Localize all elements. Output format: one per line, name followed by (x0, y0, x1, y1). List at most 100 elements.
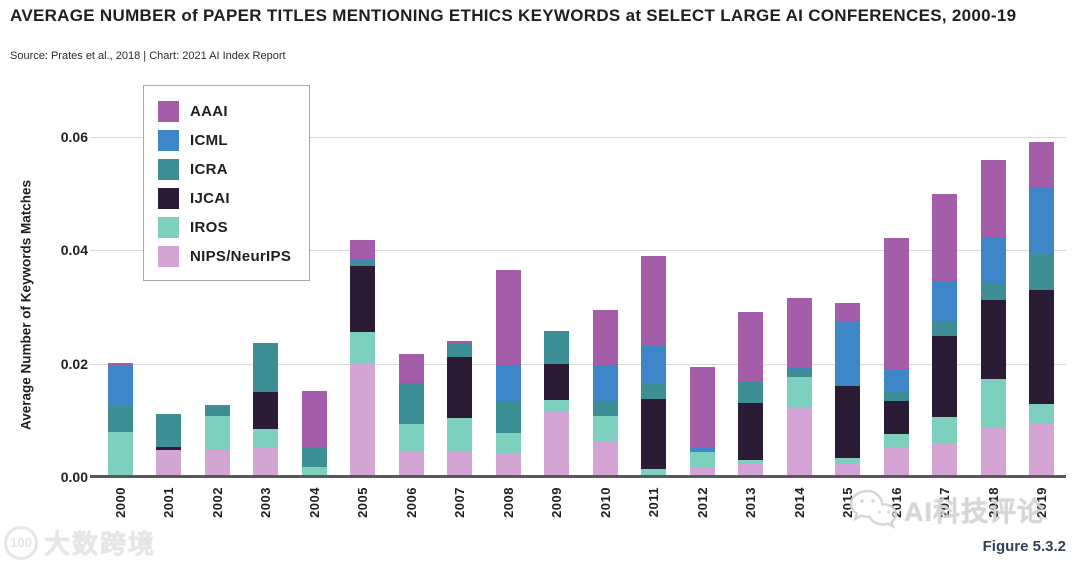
bar-segment-nipsneurips (447, 451, 473, 477)
bar-series-container (96, 137, 1066, 477)
x-tick-label-2012: 2012 (694, 487, 710, 518)
y-axis-title: Average Number of Keywords Matches (18, 179, 34, 431)
bar-segment-iros (301, 467, 327, 477)
bar-segment-aaai (835, 303, 861, 321)
bar-segment-icra (107, 405, 133, 432)
bar-segment-icml (350, 259, 376, 261)
stacked-bar-2004 (301, 391, 327, 477)
x-tick-label-2009: 2009 (549, 487, 565, 518)
bar-segment-iros (253, 429, 279, 448)
bar-slot-2002 (193, 137, 242, 477)
bar-segment-icra (641, 384, 667, 399)
bar-segment-nipsneurips (204, 450, 230, 477)
legend-label: ICML (190, 132, 228, 149)
bar-slot-2012 (678, 137, 727, 477)
bar-segment-icra (398, 383, 424, 424)
x-tick-label-2007: 2007 (452, 487, 468, 518)
bar-segment-aaai (495, 270, 521, 365)
legend-swatch-icon (158, 159, 179, 180)
x-tick-label-2006: 2006 (403, 487, 419, 518)
x-tick-label-2017: 2017 (937, 487, 953, 518)
stacked-bar-2010 (592, 310, 618, 477)
bar-slot-2007 (436, 137, 485, 477)
bar-segment-iros (689, 452, 715, 468)
bar-segment-icml (641, 346, 667, 384)
x-tick-label-2016: 2016 (888, 487, 904, 518)
stacked-bar-2018 (980, 160, 1006, 477)
bar-slot-2005 (339, 137, 388, 477)
x-axis-labels: 2000 2001 2002 2003 2004 2005 2006 2007 2008 2009… (96, 487, 1066, 533)
bar-segment-iros (592, 416, 618, 441)
x-tick-label-2008: 2008 (500, 487, 516, 518)
bar-segment-aaai (447, 341, 473, 343)
x-tick-label-2015: 2015 (840, 487, 856, 518)
bar-slot-2006 (387, 137, 436, 477)
bar-segment-icra (301, 448, 327, 467)
bar-segment-aaai (350, 240, 376, 259)
bar-segment-iros (107, 432, 133, 475)
bar-segment-icra (204, 405, 230, 416)
legend-item-aaai: AAAI (158, 97, 291, 126)
chart-title: AVERAGE NUMBER of PAPER TITLES MENTIONIN… (10, 6, 1017, 25)
legend-item-icml: ICML (158, 126, 291, 155)
bar-slot-2004 (290, 137, 339, 477)
bar-segment-iros (544, 400, 570, 411)
bar-segment-aaai (592, 310, 618, 365)
bar-segment-iros (932, 417, 958, 444)
plot-area (90, 137, 1066, 477)
bar-segment-ijcai (641, 399, 667, 469)
bar-segment-nipsneurips (786, 408, 812, 477)
bar-segment-icra (253, 343, 279, 392)
bar-segment-icml (786, 368, 812, 370)
stacked-bar-2012 (689, 367, 715, 477)
x-tick-label-2013: 2013 (743, 487, 759, 518)
chart-source: Source: Prates et al., 2018 | Chart: 202… (10, 50, 286, 62)
bar-segment-nipsneurips (398, 451, 424, 477)
bar-slot-2003 (242, 137, 291, 477)
bar-slot-2019 (1018, 137, 1067, 477)
legend-label: NIPS/NeurIPS (190, 248, 292, 265)
x-tick-label-2010: 2010 (597, 487, 613, 518)
stacked-bar-2000 (107, 363, 133, 477)
bar-segment-icra (592, 402, 618, 416)
watermark-left-logo-icon: 100 (4, 525, 38, 560)
bar-segment-icml (107, 366, 133, 405)
bar-slot-2013 (727, 137, 776, 477)
x-tick-label-2004: 2004 (306, 487, 322, 518)
legend-label: AAAI (190, 103, 228, 120)
bar-segment-icra (932, 321, 958, 336)
bar-segment-nipsneurips (883, 448, 909, 477)
stacked-bar-2014 (786, 298, 812, 477)
stacked-bar-2006 (398, 354, 424, 477)
bar-segment-icra (1029, 253, 1055, 290)
bar-segment-nipsneurips (544, 411, 570, 477)
bar-segment-ijcai (980, 300, 1006, 379)
bar-segment-icra (883, 391, 909, 401)
bar-segment-nipsneurips (592, 441, 618, 477)
bar-segment-icml (1029, 187, 1055, 253)
bar-segment-icra (350, 261, 376, 266)
legend-swatch-icon (158, 246, 179, 267)
x-tick-label-2014: 2014 (791, 487, 807, 518)
stacked-bar-2001 (156, 414, 182, 477)
legend-item-ijcai: IJCAI (158, 184, 291, 213)
bar-segment-icra (980, 283, 1006, 300)
bar-segment-nipsneurips (738, 463, 764, 477)
bar-segment-ijcai (156, 447, 182, 450)
bar-segment-ijcai (835, 386, 861, 458)
bar-segment-nipsneurips (980, 428, 1006, 477)
bar-segment-icml (883, 370, 909, 391)
bar-slot-2014 (775, 137, 824, 477)
y-tick-label: 0.00 (60, 469, 88, 485)
bar-segment-icml (689, 447, 715, 452)
bar-segment-aaai (1029, 142, 1055, 187)
bar-segment-nipsneurips (689, 468, 715, 477)
x-tick-label-2019: 2019 (1034, 487, 1050, 518)
bar-slot-2018 (969, 137, 1018, 477)
bar-segment-iros (350, 332, 376, 364)
bar-slot-2009 (533, 137, 582, 477)
stacked-bar-2016 (883, 238, 909, 477)
legend-item-nipsneurips: NIPS/NeurIPS (158, 242, 291, 271)
bar-segment-iros (204, 416, 230, 450)
bar-segment-aaai (738, 312, 764, 382)
